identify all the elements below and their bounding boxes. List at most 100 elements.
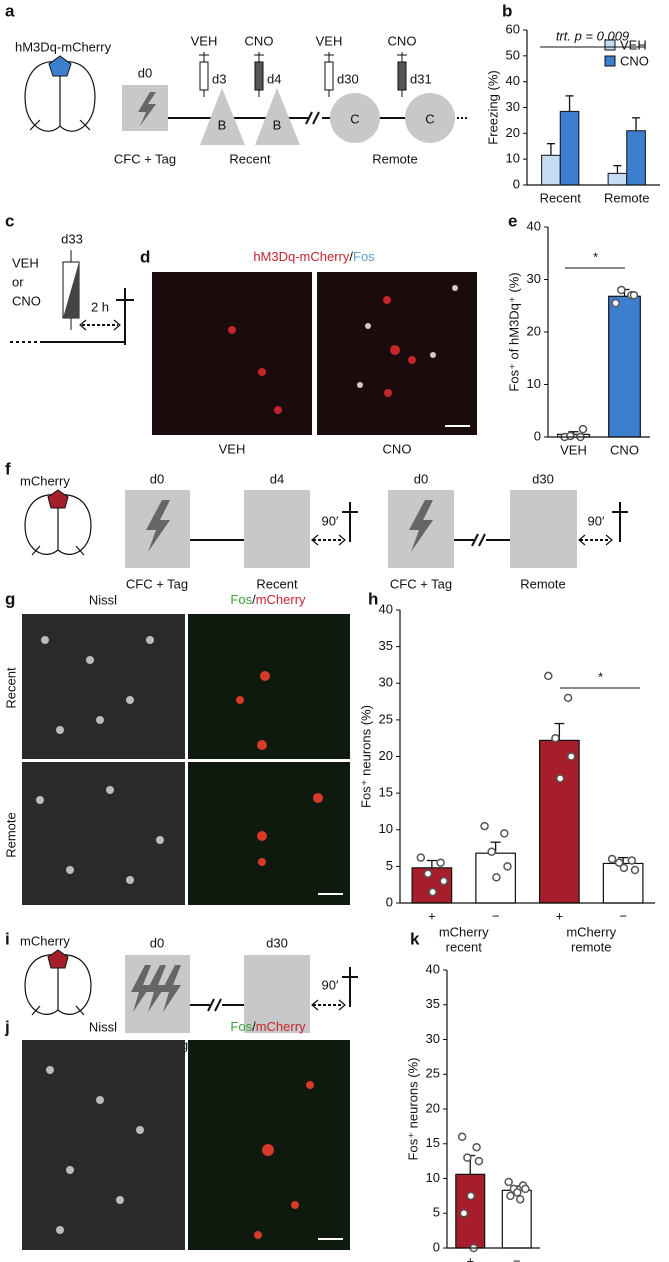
- data-point: [627, 856, 637, 865]
- context-label: C: [425, 111, 434, 126]
- data-point: [487, 847, 496, 856]
- data-point: [423, 869, 433, 878]
- x-tick-label: Recent: [540, 190, 582, 205]
- y-tick-label: 30: [506, 99, 520, 114]
- context-b: [255, 88, 300, 145]
- label-part: /: [252, 1019, 256, 1034]
- target-region: [48, 55, 72, 77]
- panel-d: hM3Dq-mCherry/Fos VEH CNO: [152, 249, 477, 456]
- x-tick-label: Remote: [604, 190, 650, 205]
- phase-label: Recent: [229, 151, 271, 166]
- bar: [607, 172, 628, 186]
- drug-label: VEH: [12, 255, 39, 270]
- y-tick-label: 10: [379, 821, 393, 836]
- panel-letter: i: [5, 929, 10, 948]
- y-tick-label: 10: [506, 151, 520, 166]
- panel-a: hM3Dq-mCherry d0 B B C C VEH CNO VEH CNO…: [15, 33, 468, 166]
- construct: mCherry: [20, 473, 70, 488]
- context-label: B: [273, 117, 282, 132]
- interval-label: 90′: [322, 513, 339, 528]
- y-tick-label: 15: [426, 1135, 440, 1150]
- data-point: [474, 1156, 484, 1166]
- x-tick-label: CNO: [610, 442, 639, 457]
- construct: mCherry: [20, 933, 70, 948]
- sacrifice-icon: [342, 967, 358, 1007]
- day-label: d0: [150, 471, 164, 486]
- data-point: [515, 1195, 525, 1204]
- construct: hM3Dq-mCherry: [15, 39, 112, 54]
- shock-icon: [138, 92, 156, 126]
- data-point: [611, 298, 620, 308]
- x-tick-label: −: [492, 908, 500, 923]
- x-tick-label: VEH: [560, 442, 587, 457]
- y-tick-label: 50: [506, 47, 520, 62]
- micrograph: [22, 762, 185, 905]
- panel-letter: f: [5, 459, 11, 478]
- y-tick-label: 5: [433, 1205, 440, 1220]
- day-label: d33: [61, 231, 83, 246]
- micrograph: [188, 614, 350, 759]
- micrograph: [188, 762, 350, 905]
- bar: [455, 1173, 486, 1249]
- y-tick-label: 25: [426, 1066, 440, 1081]
- data-point: [459, 1209, 469, 1218]
- panel-c: d33 VEH or CNO 2 h: [10, 231, 134, 345]
- title-part: /: [349, 249, 353, 264]
- phase-label: Remote: [372, 151, 418, 166]
- y-tick-label: 60: [506, 21, 520, 36]
- y-tick-label: 40: [506, 73, 520, 88]
- label-part: mCherry: [256, 1019, 306, 1034]
- data-point: [457, 1132, 467, 1142]
- group-label: recent: [446, 939, 483, 954]
- panel-letter: e: [508, 211, 517, 230]
- column-label: Nissl: [89, 592, 117, 607]
- day-label: d0: [138, 65, 152, 80]
- data-point: [555, 774, 565, 783]
- data-point: [506, 1191, 515, 1201]
- data-point: [630, 865, 640, 875]
- interval-label: 2 h: [91, 299, 109, 314]
- syringes: [199, 52, 407, 97]
- panel-letter: c: [5, 211, 14, 230]
- y-tick-label: 15: [379, 785, 393, 800]
- group-label: mCherry: [439, 924, 489, 939]
- drug-label: VEH: [316, 33, 343, 48]
- title-part: hM3Dq-mCherry: [253, 249, 350, 264]
- data-point: [439, 876, 448, 886]
- interval-label: 90′: [322, 977, 339, 992]
- y-tick-label: 0: [433, 1239, 440, 1254]
- data-point: [521, 1184, 530, 1194]
- label-part: mCherry: [256, 592, 306, 607]
- y-tick-label: 35: [426, 996, 440, 1011]
- y-axis-label: Fos⁺ neurons (%): [358, 705, 373, 808]
- data-point: [513, 1188, 522, 1197]
- brain-icon: [24, 954, 92, 1016]
- panel-letter: d: [140, 247, 150, 266]
- data-point: [466, 1191, 476, 1201]
- x-tick-label: +: [466, 1253, 474, 1262]
- title-part: Fos: [353, 249, 375, 264]
- brain-icon: [24, 61, 96, 132]
- panel-letter: g: [5, 589, 15, 608]
- y-tick-label: 40: [379, 601, 393, 616]
- column-label: Fos/mCherry: [230, 592, 306, 607]
- data-point: [563, 693, 573, 703]
- day-label: d4: [270, 471, 284, 486]
- drug-label: CNO: [245, 33, 274, 48]
- phase-label: CFC + Tag: [114, 151, 176, 166]
- data-point: [492, 873, 501, 882]
- context-box: [510, 490, 577, 568]
- label-part: /: [252, 592, 256, 607]
- drug-label: CNO: [12, 293, 41, 308]
- data-point: [472, 1142, 481, 1152]
- y-tick-label: 0: [513, 176, 520, 191]
- sacrifice-icon: [342, 502, 628, 542]
- y-axis-label: Freezing (%): [485, 70, 500, 144]
- context-b: [200, 88, 245, 145]
- data-point: [607, 854, 617, 864]
- data-point: [578, 424, 588, 434]
- day-label: d3: [212, 71, 226, 86]
- axis: [446, 970, 540, 1249]
- y-tick-label: 25: [379, 711, 393, 726]
